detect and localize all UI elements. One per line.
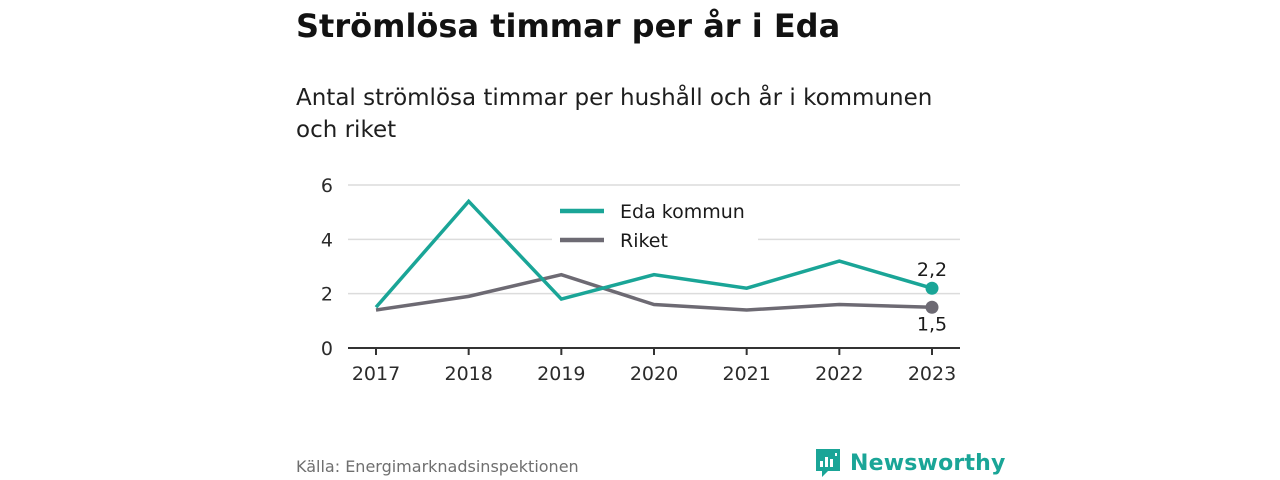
chart-title: Strömlösa timmar per år i Eda <box>296 7 841 45</box>
series-line-1 <box>375 272 933 312</box>
brand-name: Newsworthy <box>850 450 1006 476</box>
y-tick-label: 4 <box>321 229 333 251</box>
newsworthy-logo-icon <box>816 449 840 477</box>
y-tick-label: 6 <box>321 175 333 197</box>
x-tick-label: 2017 <box>352 363 400 385</box>
x-tick-label: 2018 <box>444 363 492 385</box>
series-line-0 <box>374 198 933 309</box>
x-tick-label: 2019 <box>537 363 585 385</box>
y-tick-label: 2 <box>321 284 333 306</box>
end-labels: 2,2 1,5 <box>917 259 947 335</box>
end-label-eda: 2,2 <box>917 259 947 281</box>
x-tick-label: 2021 <box>722 363 770 385</box>
x-tick-label: 2022 <box>815 363 863 385</box>
y-tick-label: 0 <box>321 338 333 360</box>
chart-subtitle: Antal strömlösa timmar per hushåll och å… <box>296 85 933 143</box>
brand-logo: Newsworthy <box>814 446 1006 480</box>
y-axis-ticks: 0 2 4 6 <box>321 175 333 360</box>
source-note: Källa: Energimarknadsinspektionen <box>296 457 579 476</box>
series-end-point-1 <box>925 300 939 314</box>
x-tick-label: 2020 <box>630 363 678 385</box>
x-tick-label: 2023 <box>908 363 956 385</box>
legend: Eda kommun Riket <box>552 194 758 258</box>
x-axis: 2017 2018 2019 2020 2021 2022 2023 <box>348 347 960 385</box>
series <box>374 198 939 314</box>
legend-label-0: Eda kommun <box>620 201 745 223</box>
legend-label-1: Riket <box>620 230 668 252</box>
legend-background <box>552 194 758 258</box>
series-end-point-0 <box>925 281 939 295</box>
end-label-riket: 1,5 <box>917 313 947 335</box>
